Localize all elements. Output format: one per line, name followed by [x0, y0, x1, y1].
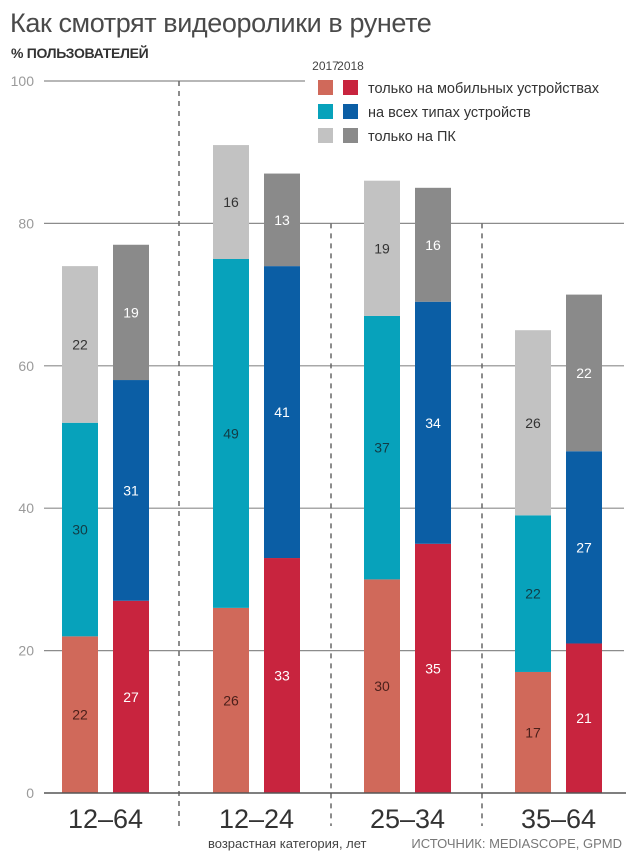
value-label: 22 — [72, 336, 88, 352]
legend-label-mobile: только на мобильных устройствах — [368, 81, 600, 97]
value-label: 13 — [274, 212, 290, 228]
legend-label-all: на всех типах устройств — [368, 105, 531, 121]
group-dividers — [178, 81, 483, 826]
value-label: 33 — [274, 668, 290, 684]
category-label: 12–64 — [68, 804, 143, 834]
value-label: 35 — [425, 660, 441, 676]
bar-pc-2018 — [566, 294, 602, 452]
y-tick-label: 40 — [18, 500, 34, 516]
y-tick-label: 80 — [18, 215, 34, 231]
category-label: 25–34 — [370, 804, 445, 834]
bar-mobile-2017 — [515, 671, 551, 793]
y-tick-label: 100 — [11, 73, 35, 89]
y-tick-label: 60 — [18, 358, 34, 374]
value-label: 27 — [123, 689, 139, 705]
bar-all-2018 — [264, 266, 300, 559]
bar-all-2017 — [213, 259, 249, 608]
bar-pc-2017 — [62, 266, 98, 423]
category-labels: 12–64 12–24 25–34 35–64 — [68, 804, 596, 834]
bar-all-2018 — [415, 301, 451, 544]
bar-mobile-2018 — [264, 558, 300, 793]
value-label: 17 — [525, 724, 541, 740]
value-label: 49 — [223, 425, 239, 441]
category-label: 12–24 — [219, 804, 294, 834]
legend-swatch-all-2018 — [343, 104, 358, 119]
bar-pc-2017 — [515, 330, 551, 516]
value-label: 41 — [274, 404, 290, 420]
category-label: 35–64 — [521, 804, 596, 834]
value-label: 30 — [72, 522, 88, 538]
bar-pc-2018 — [113, 244, 149, 381]
bar-mobile-2018 — [566, 643, 602, 793]
legend-swatch-pc-2017 — [318, 128, 333, 143]
bar-mobile-2017 — [364, 579, 400, 793]
source-note: ИСТОЧНИК: MEDIASCOPE, GPMD — [411, 836, 622, 851]
value-label: 34 — [425, 415, 441, 431]
legend-year-2018: 2018 — [337, 59, 364, 73]
value-label: 19 — [123, 304, 139, 320]
value-label: 16 — [223, 194, 239, 210]
value-label: 31 — [123, 482, 139, 498]
legend-label-pc: только на ПК — [368, 129, 456, 145]
value-label: 16 — [425, 237, 441, 253]
value-labels: 22 30 22 27 31 19 26 49 16 33 41 13 30 37 19 35 34 16 17 22… — [72, 194, 592, 740]
legend-swatch-mobile-2018 — [343, 80, 358, 95]
bar-mobile-2018 — [415, 543, 451, 793]
y-axis-ticks: 0 20 40 60 80 100 — [11, 73, 35, 801]
bar-pc-2017 — [364, 180, 400, 316]
value-label: 37 — [374, 440, 390, 456]
chart-subtitle: % ПОЛЬЗОВАТЕЛЕЙ — [11, 45, 149, 61]
bar-mobile-2017 — [213, 607, 249, 793]
y-tick-label: 20 — [18, 643, 34, 659]
bar-all-2018 — [566, 451, 602, 644]
x-axis-label: возрастная категория, лет — [208, 836, 367, 851]
value-label: 22 — [72, 707, 88, 723]
bar-all-2017 — [364, 315, 400, 580]
value-label: 21 — [576, 710, 592, 726]
bar-mobile-2017 — [62, 636, 98, 793]
bar-all-2018 — [113, 380, 149, 601]
legend-swatch-all-2017 — [318, 104, 333, 119]
bars — [62, 145, 602, 793]
value-label: 26 — [525, 415, 541, 431]
value-label: 27 — [576, 539, 592, 555]
value-label: 26 — [223, 692, 239, 708]
bar-all-2017 — [515, 515, 551, 672]
bar-pc-2017 — [213, 145, 249, 259]
legend-swatch-pc-2018 — [343, 128, 358, 143]
bar-mobile-2018 — [113, 600, 149, 793]
bar-all-2017 — [62, 422, 98, 637]
legend-swatch-mobile-2017 — [318, 80, 333, 95]
chart-title: Как смотрят видеоролики в рунете — [10, 8, 432, 38]
bar-pc-2018 — [264, 173, 300, 267]
y-tick-label: 0 — [26, 785, 34, 801]
value-label: 19 — [374, 240, 390, 256]
value-label: 22 — [576, 365, 592, 381]
bar-pc-2018 — [415, 187, 451, 302]
value-label: 30 — [374, 678, 390, 694]
legend-year-2017: 2017 — [312, 59, 339, 73]
value-label: 22 — [525, 586, 541, 602]
